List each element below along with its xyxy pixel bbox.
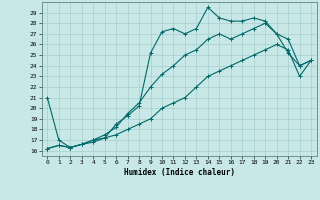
X-axis label: Humidex (Indice chaleur): Humidex (Indice chaleur) — [124, 168, 235, 177]
